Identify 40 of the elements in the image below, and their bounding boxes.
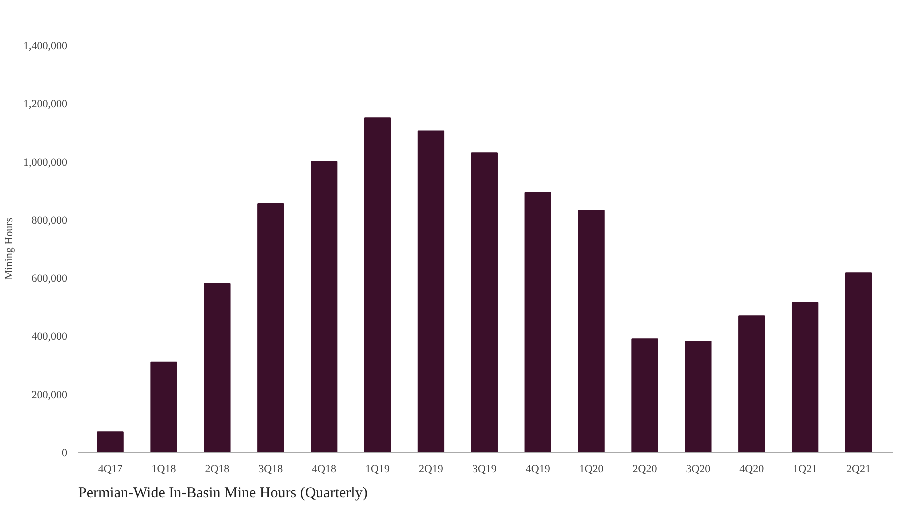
x-tick-label: 2Q21 — [846, 464, 871, 476]
x-tick-label: 1Q21 — [793, 464, 818, 476]
bar — [204, 283, 231, 452]
bar — [632, 338, 658, 452]
x-tick-label: 1Q20 — [579, 464, 604, 476]
x-tick-label: 2Q20 — [632, 464, 658, 476]
x-tick-label: 1Q19 — [366, 464, 390, 476]
y-tick-label: 1,200,000 — [24, 98, 68, 111]
bar — [150, 362, 178, 452]
y-tick-label: 1,400,000 — [24, 40, 68, 52]
bar — [364, 118, 392, 452]
bar — [418, 130, 445, 452]
y-axis-title: Mining Hours — [4, 218, 16, 280]
x-tick-label: 3Q20 — [686, 464, 712, 476]
bar — [685, 340, 712, 452]
y-tick-label: 400,000 — [32, 331, 68, 344]
x-tick-label: 3Q19 — [472, 464, 498, 476]
bar — [845, 272, 872, 452]
x-tick-label: 4Q17 — [98, 464, 124, 476]
y-tick-label: 0 — [62, 448, 68, 460]
bar — [524, 192, 552, 452]
bar — [471, 152, 498, 452]
x-tick-label: 2Q18 — [205, 464, 230, 476]
bar — [738, 316, 766, 452]
y-tick-label: 800,000 — [32, 214, 68, 227]
x-tick-label: 2Q19 — [419, 464, 444, 476]
x-tick-label: 3Q18 — [258, 464, 284, 476]
y-tick-label: 1,000,000 — [24, 156, 68, 169]
x-tick-label: 4Q20 — [740, 464, 765, 476]
bar — [578, 210, 605, 452]
x-tick-label: 1Q18 — [152, 464, 177, 476]
y-tick-label: 200,000 — [32, 389, 68, 402]
x-tick-label: 4Q18 — [312, 464, 338, 476]
bar — [311, 161, 338, 452]
bar — [97, 432, 124, 452]
bar — [258, 203, 284, 452]
x-tick-label: 4Q19 — [526, 464, 551, 476]
bar — [792, 302, 819, 452]
y-tick-label: 600,000 — [32, 273, 68, 286]
text: Permian-Wide In-Basin Mine Hours (Quarterly) — [78, 486, 368, 502]
